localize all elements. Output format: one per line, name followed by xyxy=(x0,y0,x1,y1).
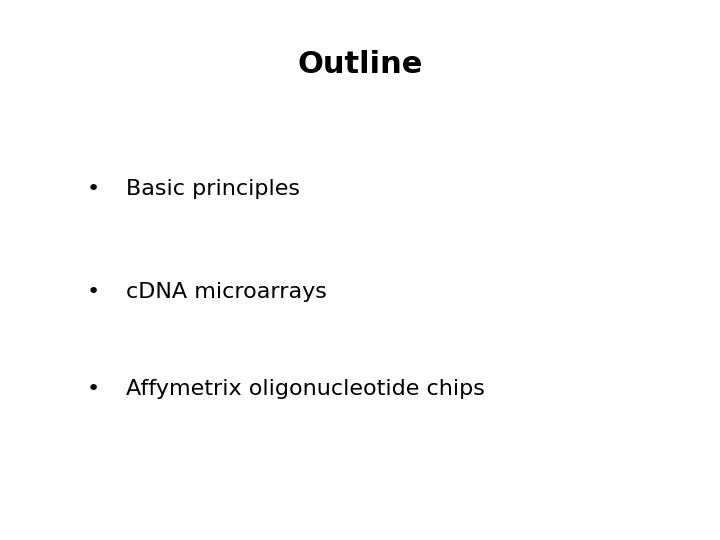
Text: Basic principles: Basic principles xyxy=(126,179,300,199)
Text: •: • xyxy=(87,379,100,399)
Text: •: • xyxy=(87,281,100,302)
Text: •: • xyxy=(87,179,100,199)
Text: Affymetrix oligonucleotide chips: Affymetrix oligonucleotide chips xyxy=(126,379,485,399)
Text: Outline: Outline xyxy=(297,50,423,79)
Text: cDNA microarrays: cDNA microarrays xyxy=(126,281,327,302)
